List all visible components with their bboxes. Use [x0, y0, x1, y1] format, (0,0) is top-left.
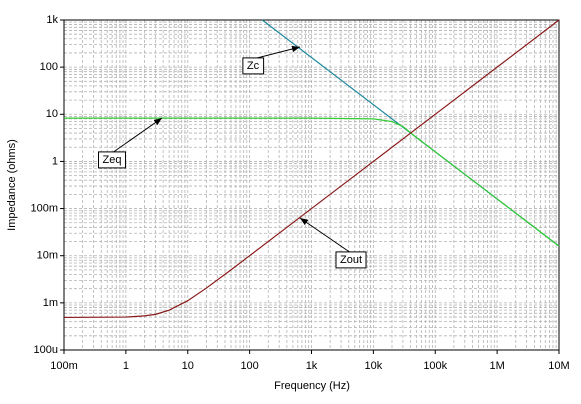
series-line — [64, 117, 560, 247]
y-tick-label: 10m — [37, 250, 58, 262]
x-tick-label: 10 — [182, 360, 194, 372]
x-tick-label: 10k — [365, 360, 383, 372]
annotation-box — [98, 151, 126, 169]
x-tick-label: 100m — [50, 360, 78, 372]
annotation-label: Zout — [340, 254, 362, 266]
x-tick-label: 10M — [548, 360, 569, 372]
x-tick-label: 1M — [489, 360, 504, 372]
y-tick-label: 100 — [40, 61, 58, 73]
y-tick-label: 100u — [34, 344, 58, 356]
y-axis-label: Impedance (ohms) — [6, 139, 18, 231]
y-tick-label: 10 — [46, 108, 58, 120]
y-tick-label: 100m — [30, 202, 58, 214]
annotation-arrow — [111, 117, 163, 154]
annotation-label: Zc — [247, 60, 260, 72]
y-tick-label: 1m — [43, 297, 58, 309]
annotation-box — [242, 57, 265, 75]
x-axis-label: Frequency (Hz) — [274, 380, 350, 392]
y-tick-label: 1 — [52, 155, 58, 167]
x-tick-label: 1 — [123, 360, 129, 372]
annotation-arrow — [252, 45, 301, 60]
x-tick-label: 100k — [423, 360, 447, 372]
plot-frame — [63, 19, 560, 351]
x-tick-label: 1k — [306, 360, 318, 372]
annotation-label: Zeq — [103, 154, 122, 166]
annotation-arrow — [299, 217, 352, 254]
annotation-box — [335, 251, 367, 269]
y-tick-label: 1k — [46, 14, 58, 26]
series-line — [63, 19, 560, 319]
x-tick-label: 100 — [240, 360, 258, 372]
